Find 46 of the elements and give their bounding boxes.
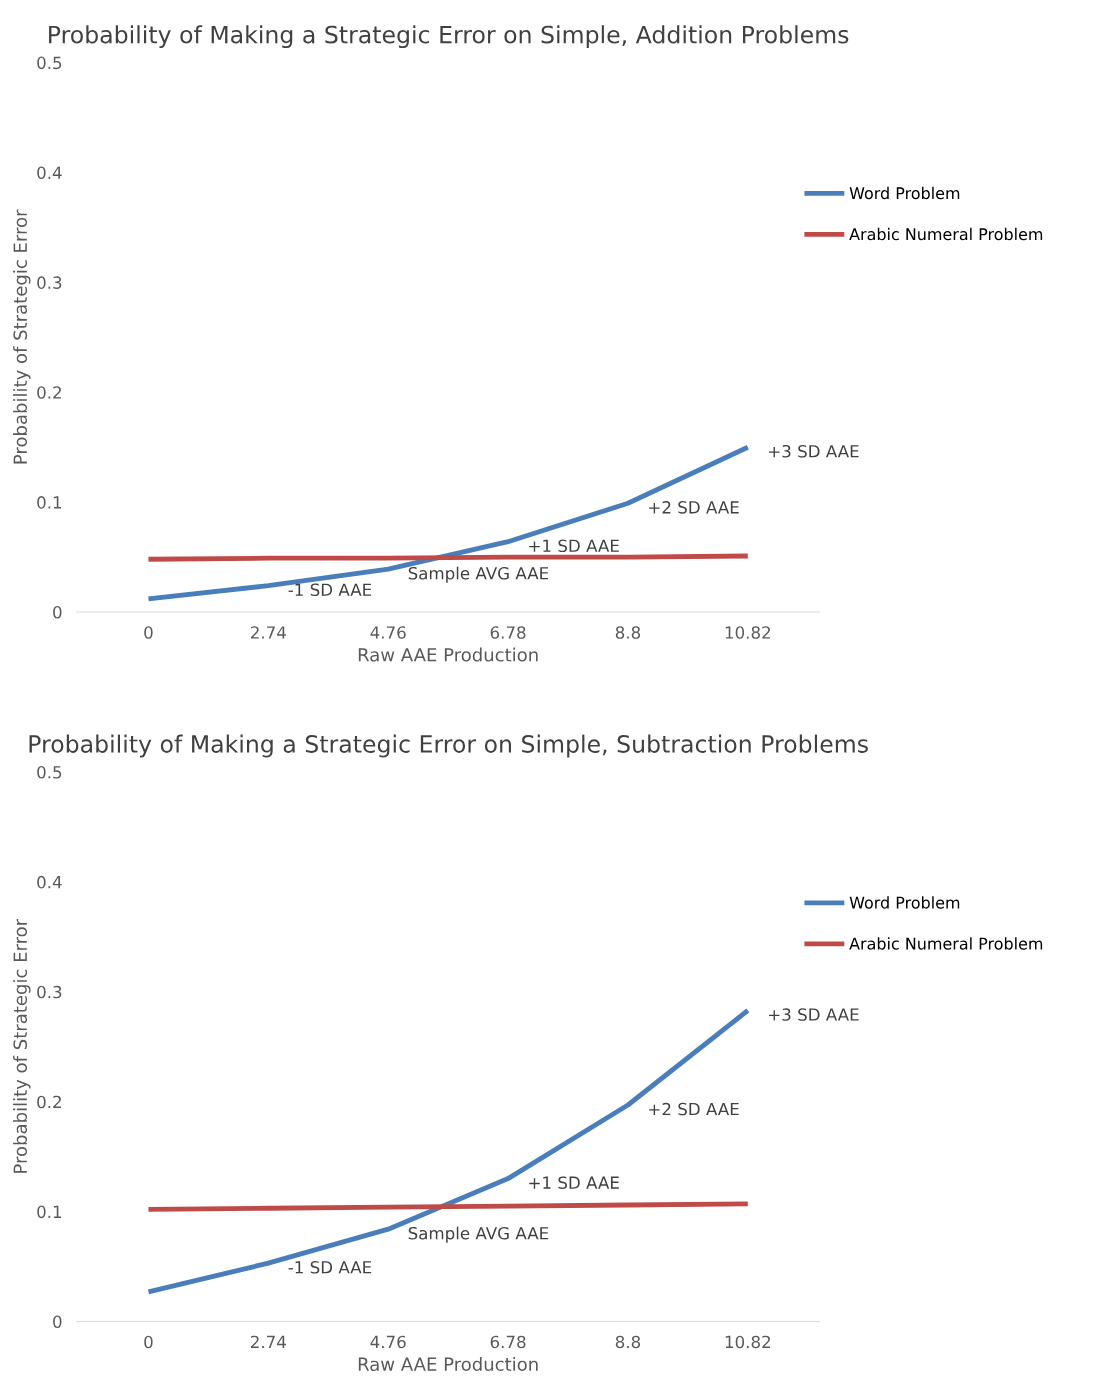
y-tick-label: 0.4 [37, 875, 62, 889]
chart-title: Probability of Making a Strategic Error on Simple, Addition Problems [49, 25, 849, 49]
legend-label: Arabic Numeral Problem [849, 937, 1043, 950]
annotation: +1 SD AAE [529, 539, 619, 553]
annotation: +2 SD AAE [649, 1102, 739, 1116]
annotation: Sample AVG AAE [408, 566, 549, 583]
annotation: +2 SD AAE [649, 501, 739, 514]
y-tick-label: 0 [53, 1315, 62, 1329]
x-tick-label: 4.76 [370, 626, 406, 639]
chart-title: Probability of Making a Strategic Error on Simple, Subtraction Problems [29, 734, 868, 758]
y-tick-label: 0.1 [37, 496, 62, 509]
annotation: -1 SD AAE [288, 1260, 372, 1274]
y-tick-label: 0.4 [37, 166, 62, 180]
x-tick-label: 8.8 [615, 1335, 641, 1349]
y-tick-label: 0.3 [37, 985, 62, 999]
y-axis-title: Probability of Strategic Error [13, 918, 31, 1173]
annotation: Sample AVG AAE [408, 1226, 549, 1243]
y-tick-label: 0.5 [37, 56, 62, 70]
y-axis-title: Probability of Strategic Error [13, 209, 31, 464]
x-tick-label: 2.74 [250, 626, 286, 639]
line-series [146, 444, 751, 602]
x-tick-label: 6.78 [490, 1335, 526, 1349]
annotation: +3 SD AAE [769, 444, 859, 458]
annotation: -1 SD AAE [288, 583, 372, 597]
legend-label: Word Problem [849, 186, 960, 200]
x-tick-label: 0 [144, 1335, 153, 1349]
y-tick-label: 0.3 [37, 276, 62, 289]
x-tick-label: 8.8 [615, 626, 641, 639]
x-tick-label: 10.82 [725, 626, 771, 639]
x-axis-title: Raw AAE Production [358, 1357, 538, 1371]
y-tick-label: 0.5 [37, 765, 62, 779]
x-tick-label: 10.82 [725, 1335, 771, 1349]
x-tick-label: 0 [144, 626, 153, 639]
x-tick-label: 4.76 [370, 1335, 406, 1349]
x-axis-title: Raw AAE Production [358, 647, 538, 662]
y-tick-label: 0.2 [37, 1095, 61, 1109]
y-tick-label: 0.2 [37, 386, 61, 399]
annotation: +3 SD AAE [769, 1008, 859, 1021]
x-tick-label: 6.78 [490, 626, 526, 639]
y-tick-label: 0.1 [37, 1205, 62, 1219]
x-tick-label: 2.74 [250, 1335, 286, 1348]
annotation: +1 SD AAE [529, 1176, 619, 1189]
legend-label: Arabic Numeral Problem [849, 227, 1043, 241]
line-series [146, 1008, 751, 1295]
y-tick-label: 0 [53, 606, 62, 619]
legend-label: Word Problem [849, 896, 960, 909]
